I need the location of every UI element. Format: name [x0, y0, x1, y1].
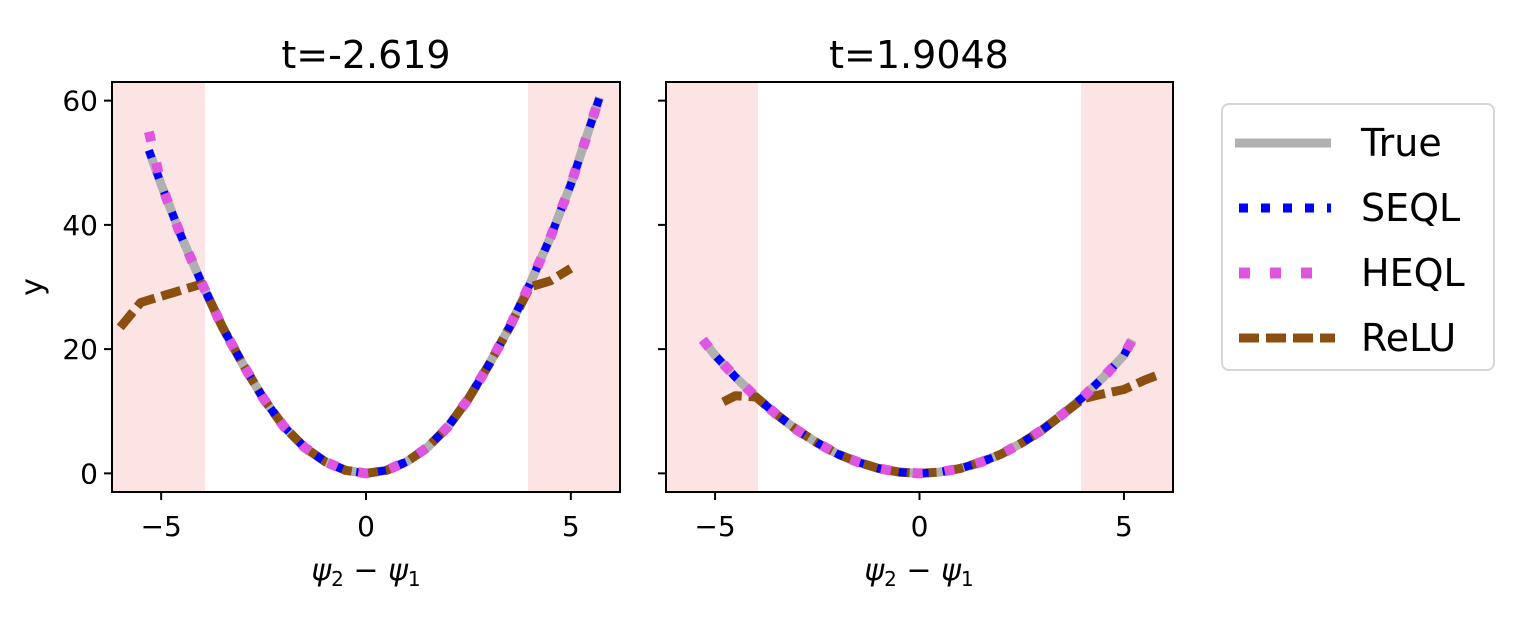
x-tick-label: 5 [562, 510, 580, 543]
subplot-right: t=1.9048 −5 0 5 ψ2 − ψ1 [658, 33, 1174, 591]
dashed-line-swatch-icon [1239, 333, 1335, 343]
subplot-title: t=1.9048 [829, 33, 1009, 77]
y-axis-label: y [15, 278, 50, 296]
legend-item-seql: SEQL [1223, 178, 1493, 238]
x-axis-label: ψ2 − ψ1 [311, 553, 420, 591]
axis-ticks: −5 0 5 [658, 99, 1133, 543]
x-tick-label: 0 [357, 510, 375, 543]
shade-right [1081, 82, 1173, 492]
series-line-heql [144, 95, 605, 479]
axis-ticks: −5 0 5 0 20 40 60 [62, 85, 579, 543]
x-tick-label: −5 [141, 510, 182, 543]
dotted-line-swatch-icon [1239, 267, 1331, 279]
solid-line-swatch-icon [1235, 138, 1331, 148]
x-tick-label: 0 [911, 510, 929, 543]
subplot-title: t=-2.619 [281, 33, 450, 77]
legend-item-relu: ReLU [1223, 308, 1493, 368]
shade-left [666, 82, 758, 492]
x-tick-label: 5 [1115, 510, 1133, 543]
legend: True SEQL HEQL ReLU [1221, 103, 1495, 371]
dotted-line-swatch-icon [1239, 203, 1331, 213]
y-tick-label: 20 [62, 333, 98, 366]
x-axis-label: ψ2 − ψ1 [864, 553, 973, 591]
y-tick-label: 40 [62, 209, 98, 242]
plot-lines [116, 95, 605, 479]
series-line-heql [698, 336, 1137, 479]
y-tick-label: 60 [62, 85, 98, 118]
plot-lines [698, 336, 1163, 479]
legend-item-heql: HEQL [1223, 243, 1493, 303]
legend-item-true: True [1223, 113, 1493, 173]
x-tick-label: −5 [694, 510, 735, 543]
y-tick-label: 0 [80, 457, 98, 490]
subplot-left: t=-2.619 −5 0 5 0 20 40 60 ψ2 − ψ1 y [15, 33, 621, 591]
